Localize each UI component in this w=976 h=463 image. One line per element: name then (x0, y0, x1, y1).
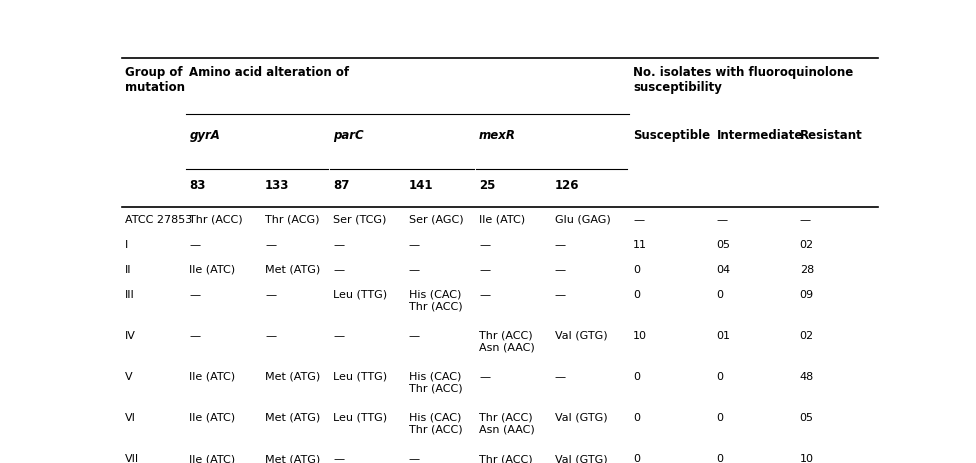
Text: —: — (333, 239, 345, 249)
Text: 0: 0 (633, 371, 640, 381)
Text: Val (GTG): Val (GTG) (554, 330, 607, 340)
Text: Met (ATG): Met (ATG) (264, 371, 320, 381)
Text: —: — (333, 330, 345, 340)
Text: No. isolates with fluoroquinolone
susceptibility: No. isolates with fluoroquinolone suscep… (633, 66, 854, 94)
Text: Met (ATG): Met (ATG) (264, 264, 320, 274)
Text: 0: 0 (633, 412, 640, 422)
Text: Thr (ACC)
Asn (AAC): Thr (ACC) Asn (AAC) (479, 412, 535, 434)
Text: —: — (409, 453, 420, 463)
Text: IV: IV (125, 330, 136, 340)
Text: 0: 0 (633, 453, 640, 463)
Text: His (CAC)
Thr (ACC): His (CAC) Thr (ACC) (409, 371, 463, 393)
Text: 126: 126 (554, 179, 579, 192)
Text: Met (ATG): Met (ATG) (264, 412, 320, 422)
Text: Val (GTG): Val (GTG) (554, 412, 607, 422)
Text: 0: 0 (633, 289, 640, 299)
Text: mexR: mexR (479, 129, 516, 142)
Text: —: — (554, 371, 566, 381)
Text: 141: 141 (409, 179, 433, 192)
Text: His (CAC)
Thr (ACC): His (CAC) Thr (ACC) (409, 412, 463, 434)
Text: —: — (554, 239, 566, 249)
Text: Intermediate: Intermediate (716, 129, 803, 142)
Text: —: — (264, 239, 276, 249)
Text: 133: 133 (264, 179, 289, 192)
Text: Val (GTG): Val (GTG) (554, 453, 607, 463)
Text: —: — (799, 214, 811, 224)
Text: 02: 02 (799, 330, 814, 340)
Text: Leu (TTG): Leu (TTG) (333, 289, 387, 299)
Text: Leu (TTG): Leu (TTG) (333, 371, 387, 381)
Text: Ile (ATC): Ile (ATC) (189, 371, 235, 381)
Text: V: V (125, 371, 133, 381)
Text: Thr (ACC): Thr (ACC) (189, 214, 243, 224)
Text: Glu (GAG): Glu (GAG) (554, 214, 610, 224)
Text: VI: VI (125, 412, 136, 422)
Text: VII: VII (125, 453, 140, 463)
Text: —: — (189, 289, 200, 299)
Text: —: — (264, 330, 276, 340)
Text: —: — (333, 264, 345, 274)
Text: ATCC 27853: ATCC 27853 (125, 214, 192, 224)
Text: Susceptible: Susceptible (633, 129, 711, 142)
Text: 83: 83 (189, 179, 206, 192)
Text: 10: 10 (633, 330, 647, 340)
Text: Thr (ACC)
Asn (AAC): Thr (ACC) Asn (AAC) (479, 453, 535, 463)
Text: 0: 0 (633, 264, 640, 274)
Text: —: — (716, 214, 728, 224)
Text: —: — (479, 239, 490, 249)
Text: Ile (ATC): Ile (ATC) (189, 453, 235, 463)
Text: —: — (479, 371, 490, 381)
Text: —: — (189, 239, 200, 249)
Text: 25: 25 (479, 179, 496, 192)
Text: —: — (409, 264, 420, 274)
Text: Ile (ATC): Ile (ATC) (189, 412, 235, 422)
Text: 0: 0 (716, 371, 723, 381)
Text: His (CAC)
Thr (ACC): His (CAC) Thr (ACC) (409, 289, 463, 311)
Text: 09: 09 (799, 289, 814, 299)
Text: —: — (333, 453, 345, 463)
Text: 10: 10 (799, 453, 814, 463)
Text: gyrA: gyrA (189, 129, 221, 142)
Text: Thr (ACC)
Asn (AAC): Thr (ACC) Asn (AAC) (479, 330, 535, 351)
Text: Met (ATG): Met (ATG) (264, 453, 320, 463)
Text: parC: parC (333, 129, 364, 142)
Text: Thr (ACG): Thr (ACG) (264, 214, 319, 224)
Text: 0: 0 (716, 289, 723, 299)
Text: —: — (479, 289, 490, 299)
Text: Amino acid alteration of: Amino acid alteration of (189, 66, 349, 79)
Text: 11: 11 (633, 239, 647, 249)
Text: —: — (554, 264, 566, 274)
Text: Ile (ATC): Ile (ATC) (479, 214, 525, 224)
Text: 0: 0 (716, 453, 723, 463)
Text: 48: 48 (799, 371, 814, 381)
Text: 0: 0 (716, 412, 723, 422)
Text: Group of
mutation: Group of mutation (125, 66, 185, 94)
Text: 05: 05 (799, 412, 814, 422)
Text: Ser (TCG): Ser (TCG) (333, 214, 386, 224)
Text: —: — (189, 330, 200, 340)
Text: II: II (125, 264, 132, 274)
Text: Ile (ATC): Ile (ATC) (189, 264, 235, 274)
Text: 28: 28 (799, 264, 814, 274)
Text: 01: 01 (716, 330, 730, 340)
Text: I: I (125, 239, 128, 249)
Text: —: — (554, 289, 566, 299)
Text: —: — (409, 239, 420, 249)
Text: Resistant: Resistant (799, 129, 863, 142)
Text: III: III (125, 289, 135, 299)
Text: —: — (633, 214, 644, 224)
Text: Leu (TTG): Leu (TTG) (333, 412, 387, 422)
Text: 02: 02 (799, 239, 814, 249)
Text: —: — (409, 330, 420, 340)
Text: 05: 05 (716, 239, 730, 249)
Text: 87: 87 (333, 179, 349, 192)
Text: 04: 04 (716, 264, 731, 274)
Text: —: — (479, 264, 490, 274)
Text: Ser (AGC): Ser (AGC) (409, 214, 464, 224)
Text: —: — (264, 289, 276, 299)
